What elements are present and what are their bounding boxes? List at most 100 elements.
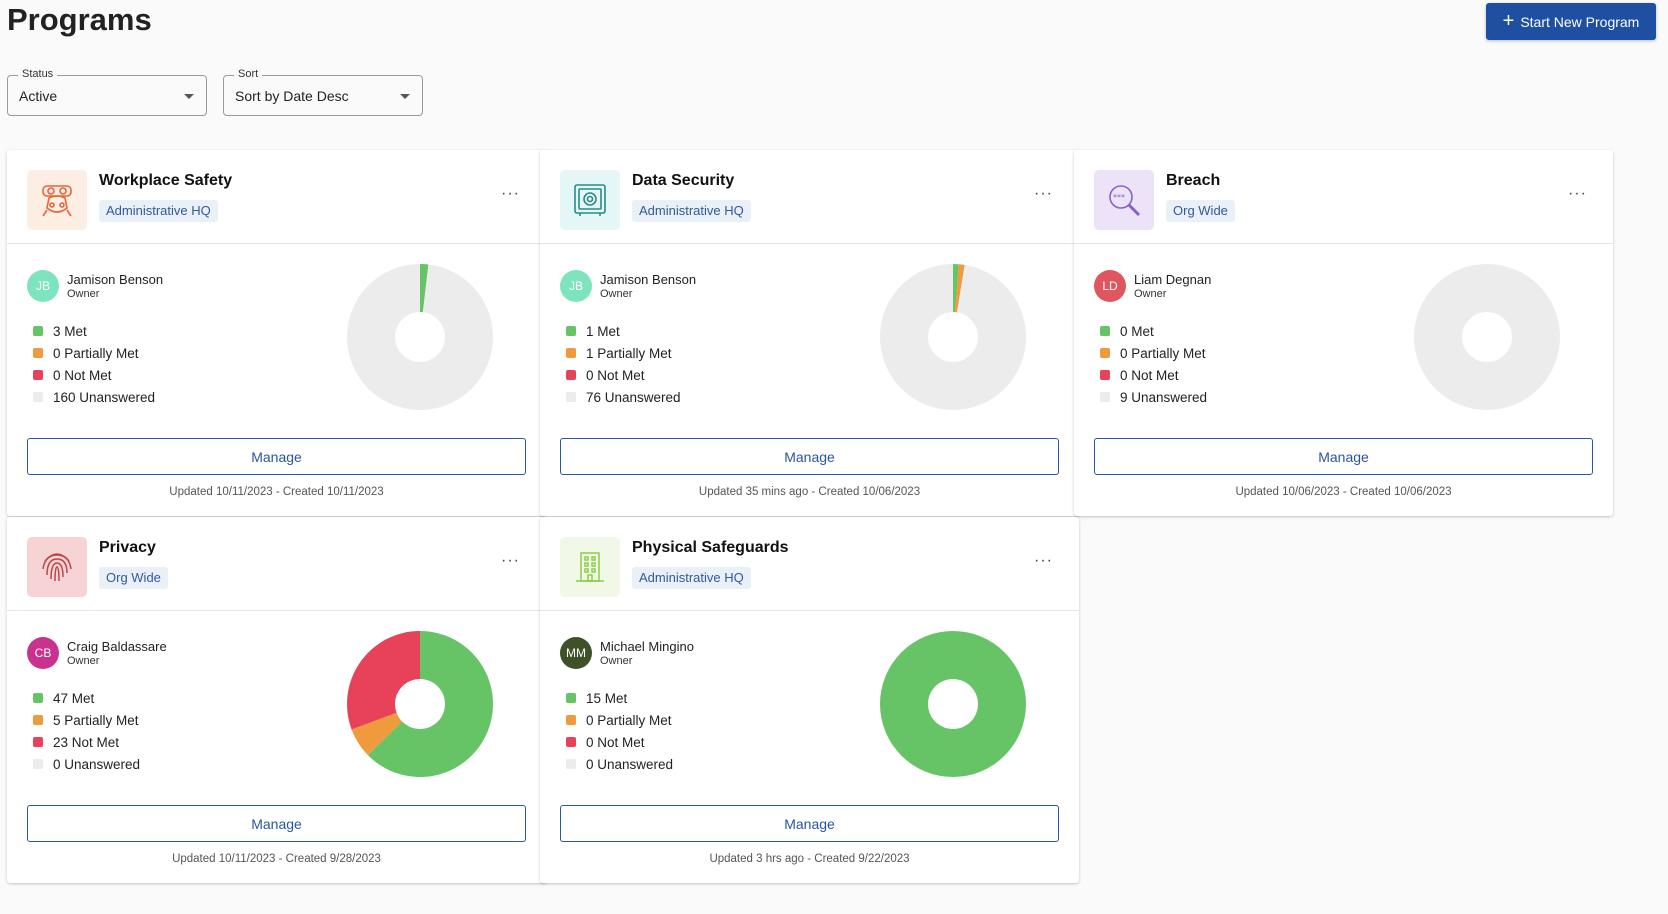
legend-unanswered: 76 Unanswered: [566, 386, 681, 408]
program-card-body: JB Jamison Benson Owner 3 Met 0 Partiall…: [7, 244, 546, 516]
sort-select-label: Sort: [234, 68, 263, 80]
legend-met: 15 Met: [566, 687, 673, 709]
unanswered-swatch: [566, 392, 576, 402]
legend-unanswered: 0 Unanswered: [33, 753, 140, 775]
manage-button[interactable]: Manage: [1094, 438, 1593, 475]
status-select-label: Status: [18, 68, 58, 80]
more-options-icon[interactable]: ···: [1034, 185, 1053, 202]
legend-met-label: 47 Met: [53, 690, 95, 706]
legend-met-label: 0 Met: [1120, 323, 1154, 339]
legend-partially-met: 0 Partially Met: [566, 709, 673, 731]
not-met-swatch: [33, 737, 43, 747]
manage-button[interactable]: Manage: [560, 805, 1059, 842]
more-options-icon[interactable]: ···: [501, 552, 520, 569]
unanswered-swatch: [1100, 392, 1110, 402]
program-card-body: MM Michael Mingino Owner 15 Met 0 Partia…: [540, 611, 1079, 883]
program-card: Data Security Administrative HQ ··· JB J…: [540, 150, 1079, 516]
safety-gear-icon: [27, 170, 87, 230]
program-title[interactable]: Physical Safeguards: [632, 539, 789, 556]
program-title[interactable]: Breach: [1166, 172, 1221, 189]
met-swatch: [566, 693, 576, 703]
legend-not-met-label: 0 Not Met: [1120, 367, 1179, 383]
program-card-header: Workplace Safety Administrative HQ ···: [7, 150, 546, 244]
donut-hole: [928, 312, 978, 362]
avatar: LD: [1094, 270, 1126, 302]
owner-role: Owner: [600, 287, 633, 300]
met-swatch: [1100, 326, 1110, 336]
building-icon: [560, 537, 620, 597]
legend-unanswered-label: 9 Unanswered: [1120, 389, 1208, 405]
start-new-program-button[interactable]: + Start New Program: [1486, 3, 1656, 40]
legend-met-label: 1 Met: [586, 323, 620, 339]
program-card: Privacy Org Wide ··· CB Craig Baldassare…: [7, 517, 546, 883]
partially-met-swatch: [566, 715, 576, 725]
donut-hole: [395, 679, 445, 729]
program-dates: Updated 10/06/2023 - Created 10/06/2023: [1235, 486, 1452, 498]
avatar: JB: [560, 270, 592, 302]
status-legend: 0 Met 0 Partially Met 0 Not Met 9 Unansw…: [1100, 320, 1207, 408]
legend-unanswered: 9 Unanswered: [1100, 386, 1207, 408]
legend-partially-met: 5 Partially Met: [33, 709, 140, 731]
legend-not-met-label: 23 Not Met: [53, 734, 120, 750]
legend-met: 3 Met: [33, 320, 155, 342]
legend-partially-met-label: 1 Partially Met: [586, 345, 672, 361]
owner-role: Owner: [67, 654, 100, 667]
donut-hole: [395, 312, 445, 362]
program-owner: LD Liam Degnan Owner: [1094, 270, 1211, 302]
legend-unanswered: 160 Unanswered: [33, 386, 155, 408]
more-options-icon[interactable]: ···: [1034, 552, 1053, 569]
status-donut-chart: [880, 631, 1026, 777]
program-title[interactable]: Data Security: [632, 172, 735, 189]
program-owner: CB Craig Baldassare Owner: [27, 637, 167, 669]
status-legend: 1 Met 1 Partially Met 0 Not Met 76 Unans…: [566, 320, 681, 408]
more-options-icon[interactable]: ···: [1568, 185, 1587, 202]
donut-hole: [928, 679, 978, 729]
owner-name: Craig Baldassare: [67, 638, 167, 654]
owner-role: Owner: [1134, 287, 1167, 300]
legend-met-label: 3 Met: [53, 323, 87, 339]
status-donut-chart: [880, 264, 1026, 410]
legend-partially-met-label: 5 Partially Met: [53, 712, 139, 728]
status-donut-chart: [1414, 264, 1560, 410]
program-dates: Updated 3 hrs ago - Created 9/22/2023: [709, 853, 910, 865]
program-card: Physical Safeguards Administrative HQ ··…: [540, 517, 1079, 883]
program-dates: Updated 10/11/2023 - Created 9/28/2023: [172, 853, 381, 865]
unanswered-swatch: [33, 392, 43, 402]
program-title[interactable]: Workplace Safety: [99, 172, 233, 189]
manage-button[interactable]: Manage: [560, 438, 1059, 475]
program-location-tag: Administrative HQ: [99, 200, 218, 222]
more-options-icon[interactable]: ···: [501, 185, 520, 202]
sort-select[interactable]: Sort Sort by Date Desc: [223, 68, 423, 116]
sort-select-value: Sort by Date Desc: [235, 88, 349, 104]
unanswered-swatch: [566, 759, 576, 769]
program-card-header: Physical Safeguards Administrative HQ ··…: [540, 517, 1079, 611]
status-donut-chart: [347, 631, 493, 777]
status-select[interactable]: Status Active: [7, 68, 207, 116]
manage-button[interactable]: Manage: [27, 438, 526, 475]
met-swatch: [566, 326, 576, 336]
owner-name: Liam Degnan: [1134, 271, 1212, 287]
program-dates: Updated 10/11/2023 - Created 10/11/2023: [169, 486, 384, 498]
legend-not-met-label: 0 Not Met: [586, 734, 645, 750]
met-swatch: [33, 693, 43, 703]
status-legend: 47 Met 5 Partially Met 23 Not Met 0 Unan…: [33, 687, 140, 775]
legend-partially-met-label: 0 Partially Met: [586, 712, 672, 728]
manage-button[interactable]: Manage: [27, 805, 526, 842]
program-title[interactable]: Privacy: [99, 539, 156, 556]
program-dates: Updated 35 mins ago - Created 10/06/2023: [698, 486, 921, 498]
program-location-tag: Administrative HQ: [632, 200, 751, 222]
program-owner: JB Jamison Benson Owner: [27, 270, 163, 302]
owner-name: Jamison Benson: [600, 271, 697, 287]
legend-not-met-label: 0 Not Met: [586, 367, 645, 383]
program-card-header: Privacy Org Wide ···: [7, 517, 546, 611]
avatar: CB: [27, 637, 59, 669]
owner-name: Jamison Benson: [67, 271, 164, 287]
partially-met-swatch: [33, 348, 43, 358]
legend-met: 0 Met: [1100, 320, 1207, 342]
program-card-body: CB Craig Baldassare Owner 47 Met 5 Parti…: [7, 611, 546, 883]
safe-vault-icon: [560, 170, 620, 230]
legend-partially-met: 1 Partially Met: [566, 342, 681, 364]
program-location-tag: Org Wide: [99, 567, 168, 589]
program-card: Workplace Safety Administrative HQ ··· J…: [7, 150, 546, 516]
legend-partially-met-label: 0 Partially Met: [53, 345, 139, 361]
